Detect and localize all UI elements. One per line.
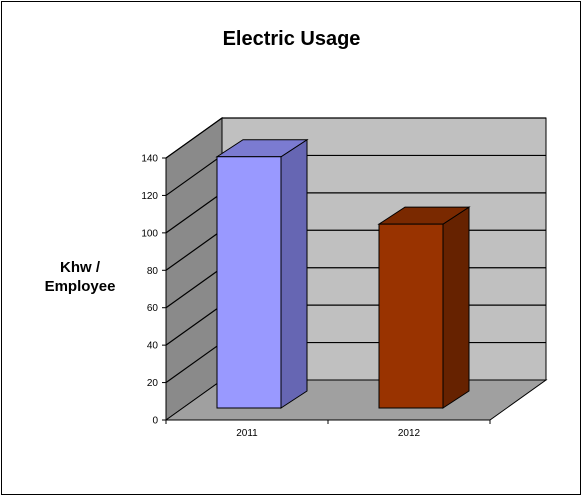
y-tick-label: 140 (141, 154, 158, 165)
bar-side (280, 138, 308, 409)
bar-front (378, 223, 444, 409)
bar-side (442, 206, 470, 409)
y-tick-label: 60 (147, 303, 159, 314)
y-tick-label: 80 (147, 266, 159, 277)
y-tick-label: 100 (141, 228, 158, 239)
y-tick-label: 120 (141, 191, 158, 202)
y-axis-label: Khw / Employee (44, 259, 116, 295)
x-tick-label: 2012 (398, 428, 421, 439)
chart-title: Electric Usage (222, 28, 361, 50)
x-tick-label: 2011 (236, 428, 258, 439)
y-axis-ticks: 0 20 40 60 80 100 120 140 (141, 154, 166, 427)
gridline (165, 117, 546, 159)
y-tick-label: 0 (152, 416, 158, 427)
bar-2012 (377, 206, 471, 409)
bar-front (216, 156, 282, 409)
y-tick-label: 40 (147, 341, 159, 352)
bar-2011 (215, 138, 309, 409)
x-axis-ticks: 2011 2012 (165, 420, 491, 439)
side-wall (165, 117, 223, 421)
bars (215, 138, 471, 409)
y-tick-label: 20 (147, 378, 159, 389)
